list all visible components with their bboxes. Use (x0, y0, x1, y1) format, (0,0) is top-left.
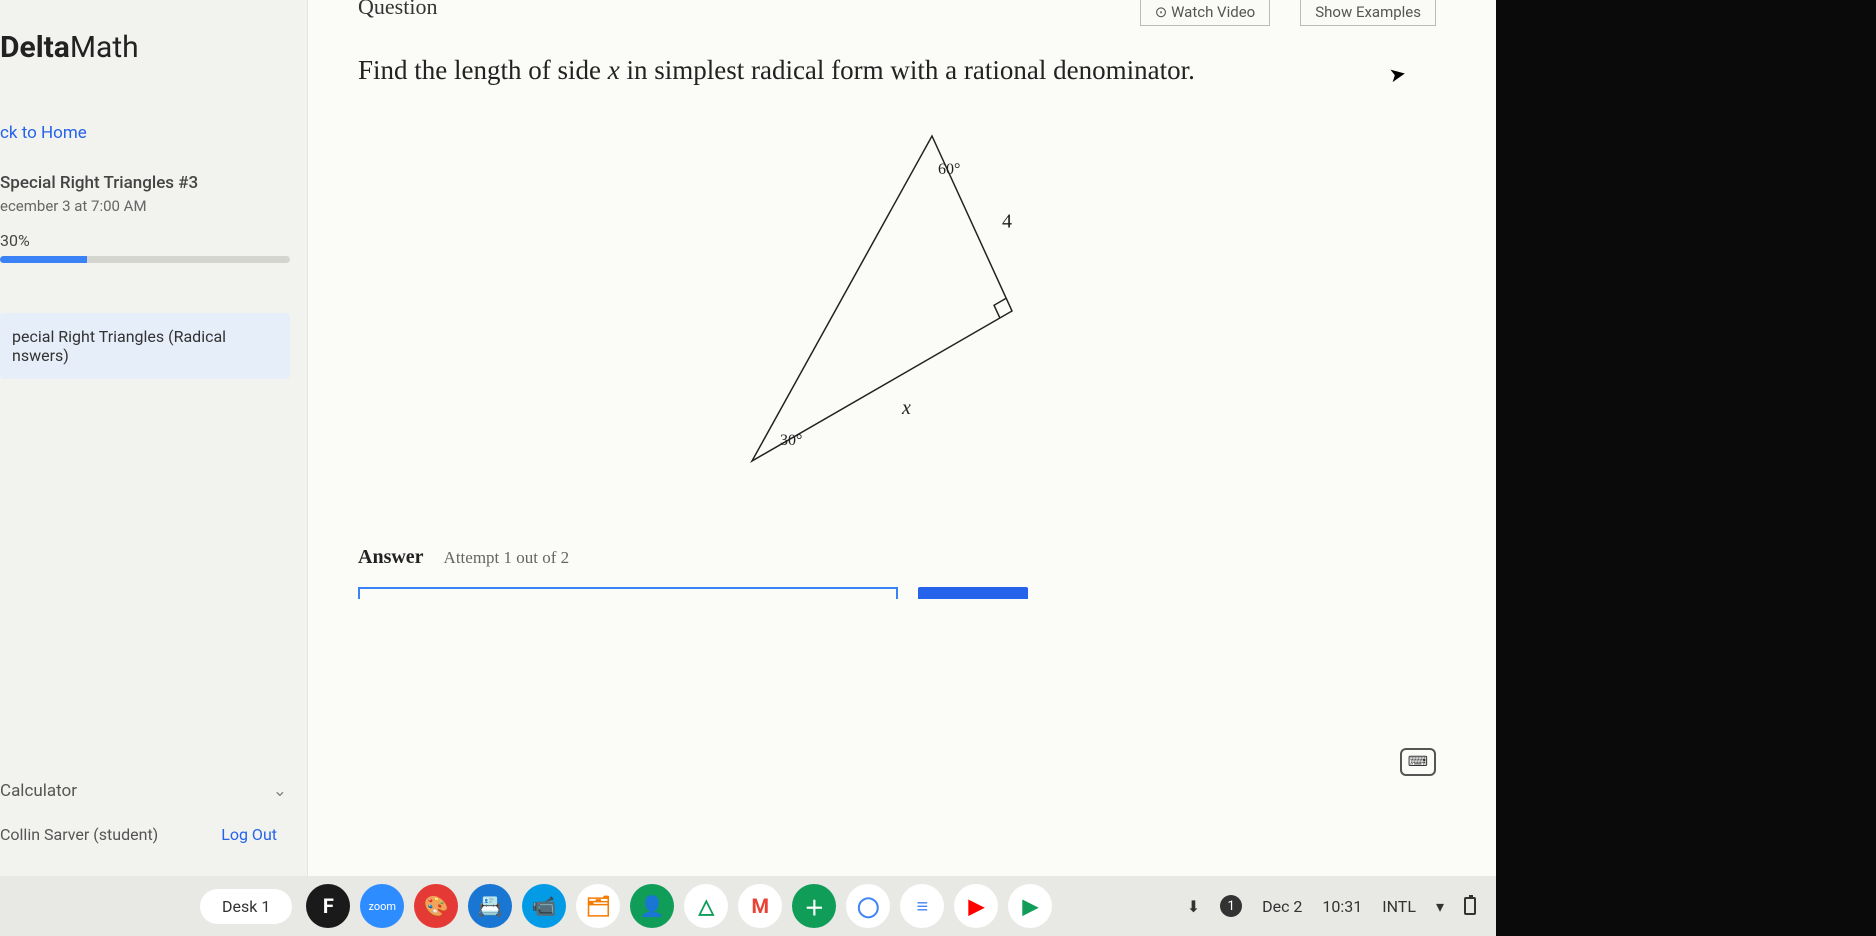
battery-icon[interactable] (1464, 897, 1476, 915)
watch-video-button[interactable]: ⊙ Watch Video (1140, 0, 1270, 26)
brand-part1: Delta (0, 30, 70, 65)
keyboard-icon[interactable]: ⌨ (1400, 748, 1436, 776)
files-icon[interactable]: 🗂 (576, 884, 620, 928)
logout-link[interactable]: Log Out (221, 825, 277, 844)
figma-icon[interactable]: F (306, 884, 350, 928)
brand-part2: Math (70, 30, 139, 65)
progress-fill (0, 256, 87, 263)
tray-date: Dec 2 (1262, 897, 1302, 916)
camera-icon[interactable]: 📹 (522, 884, 566, 928)
answer-label: Answer (358, 546, 424, 569)
docs-icon[interactable]: ≡ (900, 884, 944, 928)
notification-badge[interactable]: 1 (1220, 895, 1242, 917)
answer-input[interactable] (358, 587, 898, 599)
calculator-label: Calculator (0, 781, 77, 801)
triangle-svg: 60° 30° 4 x (642, 116, 1162, 496)
answer-row: Answer Attempt 1 out of 2 (358, 536, 1446, 569)
attempt-text: Attempt 1 out of 2 (444, 548, 570, 568)
drive-icon[interactable]: △ (684, 884, 728, 928)
assignment-title: Special Right Triangles #3 (0, 173, 307, 193)
question-header: Question (358, 0, 437, 20)
chrome-icon[interactable]: ◯ (846, 884, 890, 928)
play-icon: ⊙ (1155, 3, 1171, 21)
zoom-icon[interactable]: zoom (360, 884, 404, 928)
variable-x: x (608, 55, 620, 85)
svg-text:60°: 60° (938, 161, 960, 178)
progress-percent: 30% (0, 231, 307, 256)
calculator-toggle[interactable]: Calculator ⌄ (0, 769, 307, 813)
brand-logo: DeltaMath (0, 30, 307, 115)
sidebar: DeltaMath ck to Home Special Right Trian… (0, 0, 308, 876)
desk-pill[interactable]: Desk 1 (200, 889, 292, 924)
chevron-down-icon: ⌄ (273, 781, 287, 801)
progress-bar (0, 256, 290, 263)
submit-button[interactable] (918, 587, 1028, 599)
card-icon[interactable]: 📇 (468, 884, 512, 928)
show-examples-button[interactable]: Show Examples (1300, 0, 1436, 26)
download-icon[interactable]: ⬇ (1187, 897, 1200, 916)
tray-lang: INTL (1382, 897, 1416, 916)
answer-input-row (358, 587, 1446, 599)
svg-text:x: x (901, 397, 911, 419)
person-icon[interactable]: 👤 (630, 884, 674, 928)
back-to-home-link[interactable]: ck to Home (0, 115, 307, 173)
wifi-icon[interactable]: ▾ (1436, 897, 1444, 916)
user-name: Collin Sarver (student) (0, 825, 158, 844)
main-content: Question ⊙ Watch Video Show Examples ➤ F… (308, 0, 1496, 876)
system-tray: ⬇ 1 Dec 2 10:31 INTL ▾ (1187, 895, 1476, 917)
tray-time: 10:31 (1322, 897, 1362, 916)
svg-text:30°: 30° (780, 432, 802, 449)
play-icon[interactable]: ▶ (1008, 884, 1052, 928)
triangle-diagram: 60° 30° 4 x (358, 116, 1446, 536)
plus-icon[interactable]: ＋ (792, 884, 836, 928)
top-buttons: ⊙ Watch Video Show Examples (1140, 0, 1436, 26)
progress-section: 30% (0, 231, 307, 313)
taskbar: Desk 1 Fzoom🎨📇📹🗂👤△M＋◯≡▶▶ ⬇ 1 Dec 2 10:31… (0, 876, 1496, 936)
user-row: Collin Sarver (student) Log Out (0, 813, 307, 856)
taskbar-icons: Fzoom🎨📇📹🗂👤△M＋◯≡▶▶ (306, 884, 1052, 928)
palette-icon[interactable]: 🎨 (414, 884, 458, 928)
laptop-bezel (1496, 0, 1876, 936)
topic-card[interactable]: pecial Right Triangles (Radical nswers) (0, 313, 290, 379)
svg-text:4: 4 (1002, 211, 1012, 233)
gmail-icon[interactable]: M (738, 884, 782, 928)
due-date: ecember 3 at 7:00 AM (0, 193, 307, 231)
sidebar-bottom: Calculator ⌄ Collin Sarver (student) Log… (0, 769, 307, 856)
app-window: DeltaMath ck to Home Special Right Trian… (0, 0, 1496, 876)
youtube-icon[interactable]: ▶ (954, 884, 998, 928)
